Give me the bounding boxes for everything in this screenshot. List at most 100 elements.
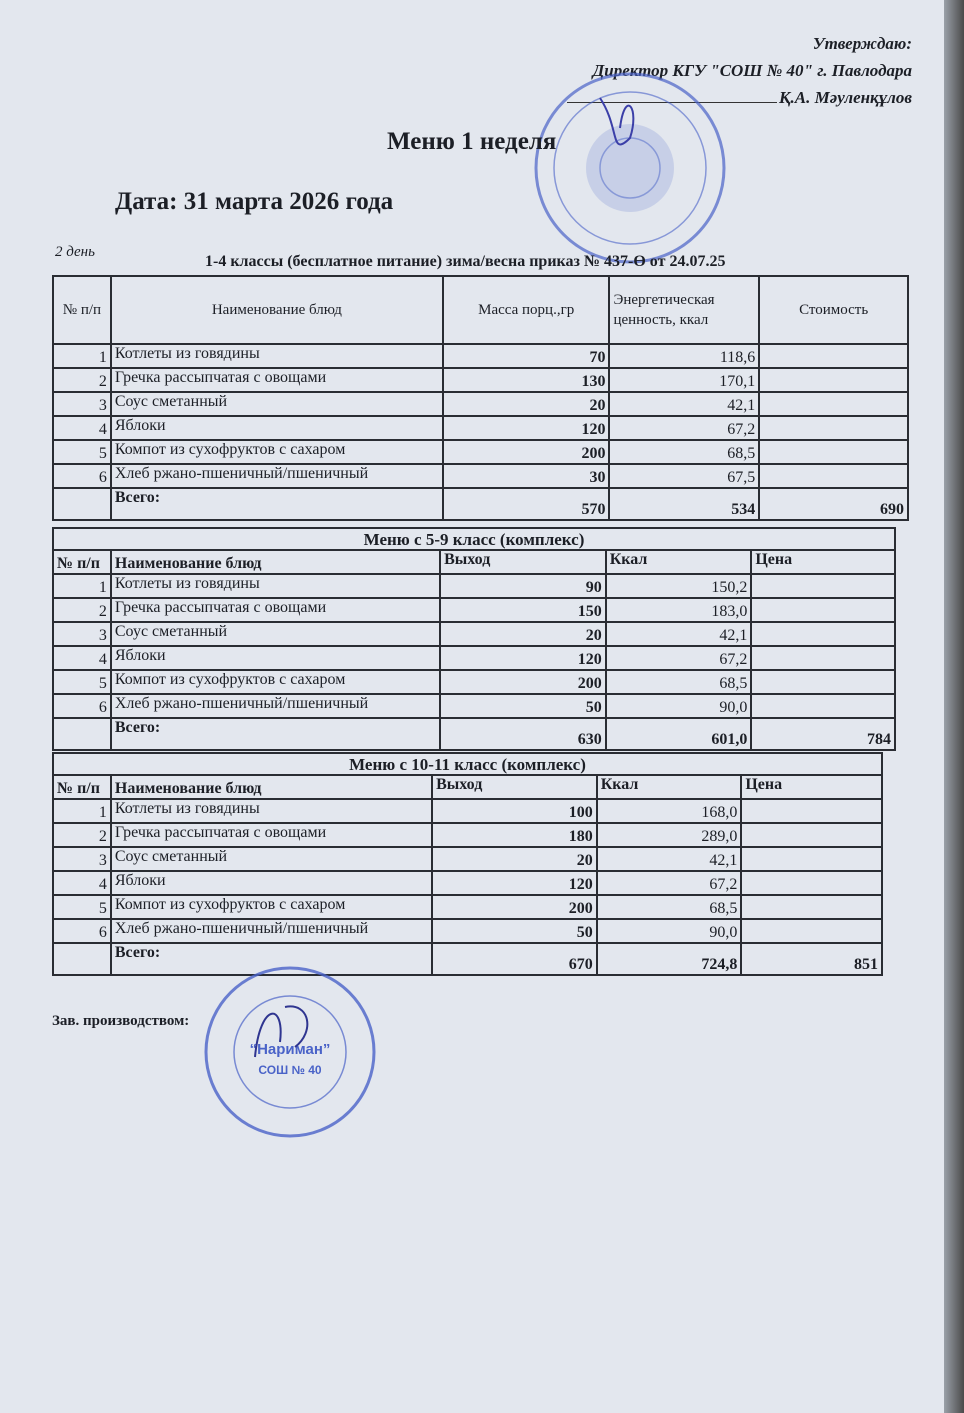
- price-value: [750, 669, 896, 695]
- price-value: [750, 693, 896, 719]
- price-value: [758, 415, 909, 441]
- mass-value: 120: [431, 870, 598, 896]
- total-label: Всего:: [109, 717, 442, 751]
- row-number: 3: [52, 846, 112, 872]
- kcal-value: 42,1: [595, 846, 743, 872]
- price-value: [740, 870, 883, 896]
- kcal-value: 289,0: [595, 822, 743, 848]
- row-number: 5: [52, 894, 112, 920]
- dish-name: Гречка рассыпчатая с овощами: [109, 597, 442, 623]
- price-value: [740, 918, 883, 944]
- price-value: [750, 621, 896, 647]
- menu-table-10-11: Меню с 10-11 класс (комплекс) № п/п Наимен…: [52, 752, 883, 976]
- table-row: 1 Котлеты из говядины 100 168,0: [52, 798, 883, 824]
- header-price: Цена: [740, 774, 883, 800]
- kcal-value: 90,0: [595, 918, 743, 944]
- header-dish: Наименование блюд: [109, 774, 434, 800]
- header-dish: Наименование блюд: [109, 275, 444, 345]
- school-stamp: [534, 72, 726, 264]
- total-row: Всего: 630 601,0 784: [52, 717, 896, 751]
- header-number: № п/п: [52, 275, 112, 345]
- header-mass: Масса порц.,гр: [441, 275, 611, 345]
- mass-value: 180: [431, 822, 598, 848]
- row-number: 4: [52, 645, 112, 671]
- dish-name: Котлеты из говядины: [109, 573, 442, 599]
- menu-table-5-9: Меню с 5-9 класс (комплекс) № п/п Наименов…: [52, 527, 896, 751]
- mass-value: 90: [439, 573, 607, 599]
- header-energy: Энергетическая ценность, ккал: [608, 275, 761, 345]
- table-row: 1 Котлеты из говядины 90 150,2: [52, 573, 896, 599]
- total-price: 851: [740, 942, 883, 976]
- menu-subtitle: 1-4 классы (бесплатное питание) зима/вес…: [205, 253, 726, 270]
- mass-value: 200: [439, 669, 607, 695]
- kcal-value: 150,2: [604, 573, 753, 599]
- price-value: [750, 645, 896, 671]
- kcal-value: 68,5: [595, 894, 743, 920]
- total-label: Всего:: [109, 942, 434, 976]
- header-number: № п/п: [52, 549, 112, 575]
- mass-value: 130: [441, 367, 611, 393]
- section-title: Меню с 10-11 класс (комплекс): [52, 752, 883, 776]
- price-value: [750, 597, 896, 623]
- mass-value: 20: [441, 391, 611, 417]
- header-yield: Выход: [439, 549, 607, 575]
- row-number: 3: [52, 621, 112, 647]
- dish-name: Соус сметанный: [109, 391, 444, 417]
- dish-name: Компот из сухофруктов с сахаром: [109, 894, 434, 920]
- table-row: 6 Хлеб ржано-пшеничный/пшеничный 50 90,0: [52, 693, 896, 719]
- dish-name: Соус сметанный: [109, 621, 442, 647]
- table-row: 5 Компот из сухофруктов с сахаром 200 68,5: [52, 439, 909, 465]
- dish-name: Гречка рассыпчатая с овощами: [109, 822, 434, 848]
- approval-position: Директор КГУ "СОШ № 40" г. Павлодара: [592, 61, 912, 80]
- mass-value: 70: [441, 343, 611, 369]
- table-row: 5 Компот из сухофруктов с сахаром 200 68,5: [52, 669, 896, 695]
- mass-value: 100: [431, 798, 598, 824]
- total-mass: 570: [441, 487, 611, 521]
- row-number: 3: [52, 391, 112, 417]
- row-number: 6: [52, 918, 112, 944]
- kcal-value: 170,1: [608, 367, 761, 393]
- row-number: 5: [52, 669, 112, 695]
- total-empty: [52, 942, 112, 976]
- dish-name: Котлеты из говядины: [109, 343, 444, 369]
- header-kcal: Ккал: [604, 549, 753, 575]
- total-mass: 670: [431, 942, 598, 976]
- page-title: Меню 1 неделя: [387, 128, 557, 155]
- menu-date: Дата: 31 марта 2026 года: [115, 188, 394, 215]
- total-mass: 630: [439, 717, 607, 751]
- table-row: 6 Хлеб ржано-пшеничный/пшеничный 50 90,0: [52, 918, 883, 944]
- dish-name: Яблоки: [109, 870, 434, 896]
- mass-value: 30: [441, 463, 611, 489]
- kcal-value: 68,5: [608, 439, 761, 465]
- table-row: 5 Компот из сухофруктов с сахаром 200 68,5: [52, 894, 883, 920]
- table-row: 6 Хлеб ржано-пшеничный/пшеничный 30 67,5: [52, 463, 909, 489]
- signature-line: [566, 86, 777, 103]
- total-kcal: 534: [608, 487, 761, 521]
- table-row: 3 Соус сметанный 20 42,1: [52, 391, 909, 417]
- total-kcal: 724,8: [595, 942, 743, 976]
- dish-name: Гречка рассыпчатая с овощами: [109, 367, 444, 393]
- dish-name: Яблоки: [109, 415, 444, 441]
- row-number: 6: [52, 693, 112, 719]
- kcal-value: 183,0: [604, 597, 753, 623]
- header-dish: Наименование блюд: [109, 549, 442, 575]
- table-row: 4 Яблоки 120 67,2: [52, 415, 909, 441]
- kcal-value: 67,2: [595, 870, 743, 896]
- kcal-value: 118,6: [608, 343, 761, 369]
- menu-table-1-4: № п/п Наименование блюд Масса порц.,гр Э…: [52, 275, 909, 521]
- mass-value: 150: [439, 597, 607, 623]
- price-value: [750, 573, 896, 599]
- table-header-row: № п/п Наименование блюд Масса порц.,гр Э…: [52, 275, 909, 345]
- footer-signature-label: Зав. производством:: [52, 1013, 190, 1029]
- row-number: 1: [52, 573, 112, 599]
- price-value: [740, 894, 883, 920]
- mass-value: 200: [441, 439, 611, 465]
- table-row: 4 Яблоки 120 67,2: [52, 645, 896, 671]
- table-row: 2 Гречка рассыпчатая с овощами 150 183,0: [52, 597, 896, 623]
- mass-value: 20: [439, 621, 607, 647]
- header-yield: Выход: [431, 774, 598, 800]
- mass-value: 20: [431, 846, 598, 872]
- approval-label: Утверждаю:: [812, 34, 912, 53]
- kcal-value: 67,5: [608, 463, 761, 489]
- svg-text:“Нариман”: “Нариман”: [250, 1041, 331, 1058]
